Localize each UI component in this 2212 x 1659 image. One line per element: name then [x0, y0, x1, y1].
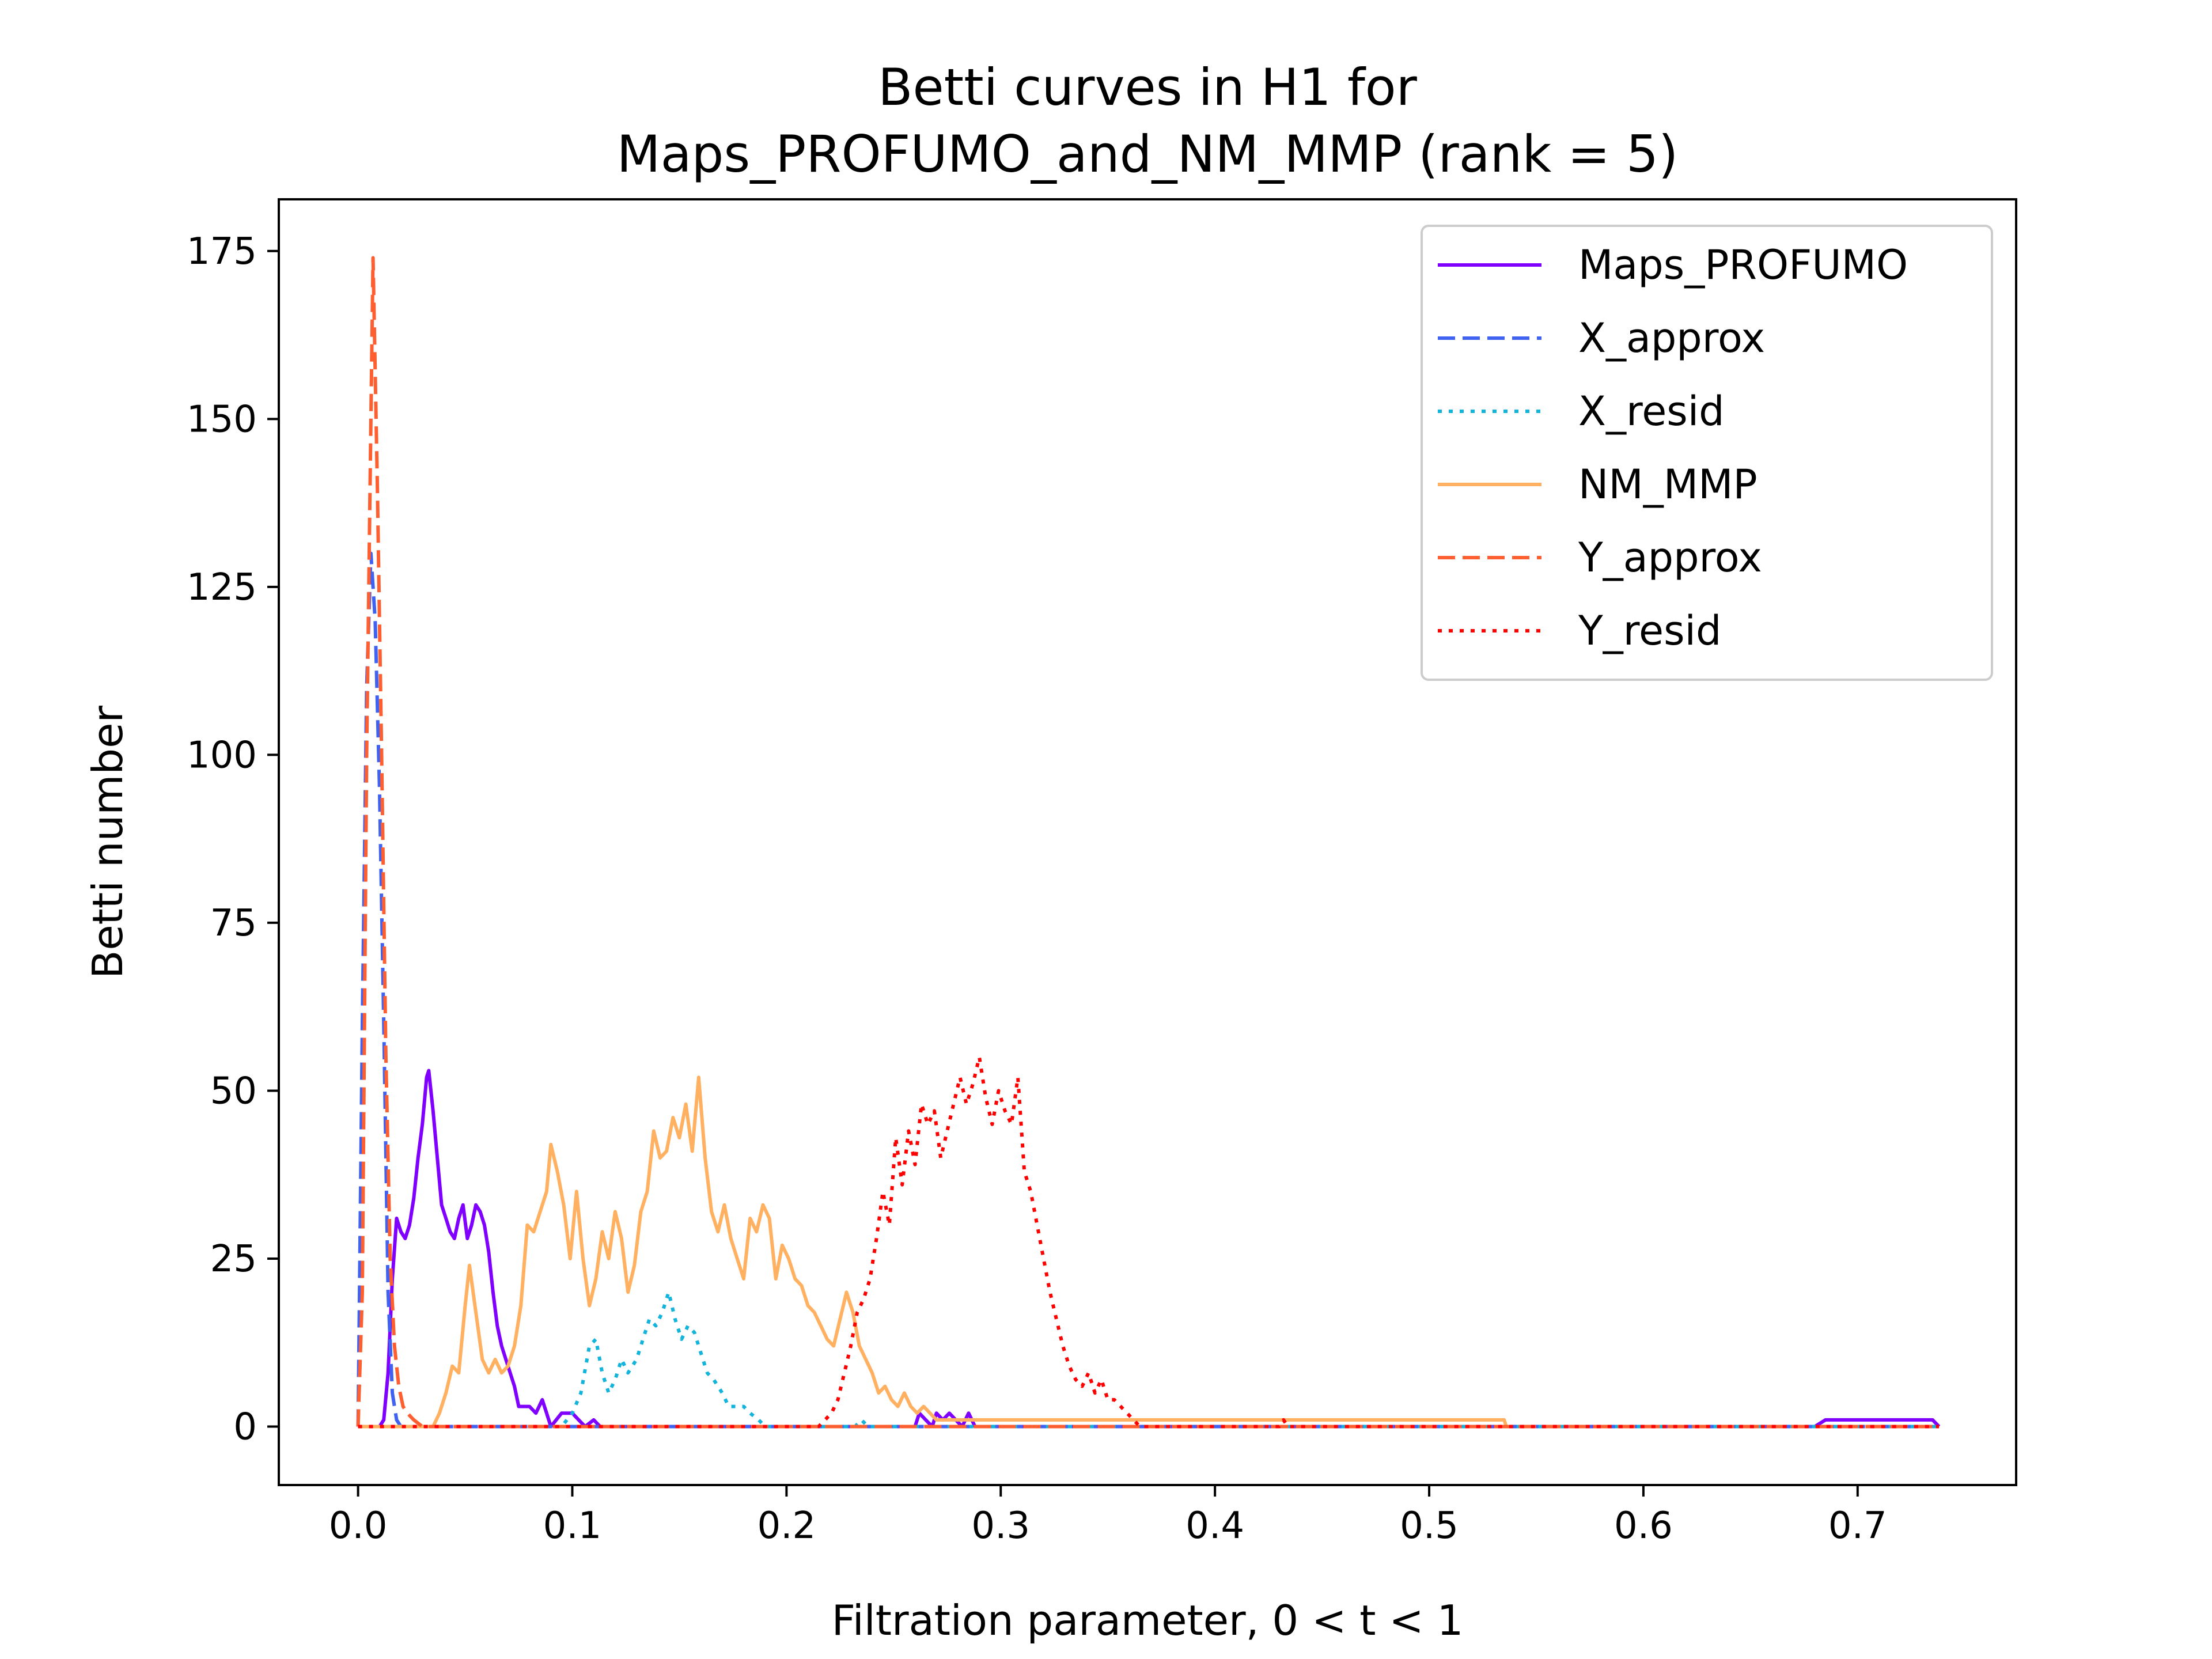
- x-axis-label: Filtration parameter, 0 < t < 1: [832, 1596, 1464, 1645]
- x-tick-label: 0.4: [1185, 1505, 1244, 1547]
- x-tick-label: 0.3: [971, 1505, 1030, 1547]
- y-axis-label: Betti number: [84, 706, 132, 979]
- legend-label: X_resid: [1578, 388, 1725, 435]
- y-tick-label: 100: [187, 734, 257, 777]
- x-tick-label: 0.5: [1400, 1505, 1459, 1547]
- x-tick-label: 0.2: [757, 1505, 816, 1547]
- y-tick-label: 125: [187, 566, 257, 609]
- legend-label: Y_approx: [1578, 534, 1762, 581]
- y-tick-label: 0: [233, 1406, 257, 1449]
- legend-label: Y_resid: [1578, 607, 1721, 654]
- series-line-3: [358, 1075, 1508, 1429]
- chart-title-line1: Betti curves in H1 for: [878, 58, 1417, 117]
- y-tick-label: 150: [187, 398, 257, 441]
- legend-label: NM_MMP: [1578, 461, 1758, 508]
- series-line-2: [358, 1290, 1940, 1429]
- legend-label: X_approx: [1578, 315, 1765, 362]
- x-axis: 0.0 0.1 0.2 0.3 0.4 0.5 0.6 0.7: [329, 1485, 1887, 1547]
- legend: Maps_PROFUMO X_approx X_resid NM_MMP Y_appro…: [1421, 225, 1993, 681]
- series-line-4: [356, 256, 1940, 1429]
- x-tick-label: 0.0: [329, 1505, 388, 1547]
- y-tick-label: 50: [210, 1070, 257, 1112]
- legend-label: Maps_PROFUMO: [1578, 241, 1908, 289]
- series-line-0: [358, 1069, 1941, 1429]
- plot-frame: [278, 198, 2017, 1486]
- y-tick-label: 25: [210, 1238, 257, 1281]
- series-layer: [356, 256, 1941, 1429]
- legend-box: [1421, 225, 1993, 681]
- y-tick-label: 75: [210, 902, 257, 945]
- y-axis: 0 25 50 75 100 125 150 175: [187, 230, 279, 1449]
- series-line-5: [358, 1055, 1940, 1429]
- x-tick-label: 0.6: [1614, 1505, 1673, 1547]
- x-tick-label: 0.1: [543, 1505, 602, 1547]
- x-tick-label: 0.7: [1828, 1505, 1887, 1547]
- chart-title-line2: Maps_PROFUMO_and_NM_MMP (rank = 5): [617, 124, 1679, 184]
- y-tick-label: 175: [187, 230, 257, 273]
